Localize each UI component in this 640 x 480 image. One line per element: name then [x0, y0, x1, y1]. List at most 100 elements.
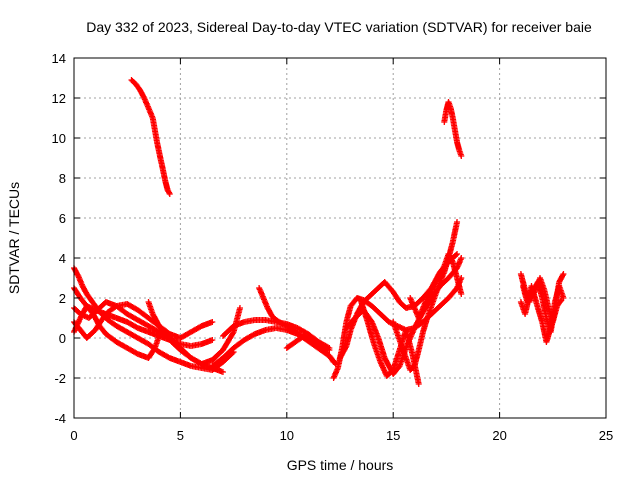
- data-point-segment: [420, 316, 430, 335]
- data-point-segment: [102, 331, 119, 345]
- grid: [74, 58, 606, 418]
- data-point: [454, 219, 461, 225]
- data-point-segment: [445, 286, 460, 301]
- data-point-segment: [79, 283, 90, 296]
- data-point-segment: [343, 328, 354, 349]
- data-point-segment: [403, 327, 415, 356]
- x-tick-label: 25: [599, 428, 613, 443]
- data-point-segment: [168, 339, 183, 352]
- data-point-segment: [368, 319, 381, 340]
- data-point: [458, 153, 465, 159]
- data-point-segment: [283, 339, 298, 351]
- data-point-segment: [326, 353, 338, 366]
- data-point-segment: [415, 330, 426, 353]
- y-tick-label: 8: [59, 171, 66, 186]
- data-point-segment: [300, 333, 315, 345]
- data-point: [560, 271, 567, 277]
- data-point-segment: [124, 301, 140, 313]
- data-point-segment: [83, 303, 96, 316]
- data-point: [166, 191, 173, 197]
- data-point-segment: [230, 337, 247, 351]
- data-point-segment: [209, 348, 225, 363]
- y-tick-label: -2: [54, 371, 66, 386]
- data-point-segment: [188, 323, 204, 335]
- data-point: [219, 369, 226, 375]
- data-point: [236, 305, 243, 311]
- x-tick-label: 5: [177, 428, 184, 443]
- data-point-segment: [449, 259, 460, 280]
- data-point-segment: [264, 305, 275, 318]
- data-point-segment: [539, 295, 550, 320]
- data-point-segment: [279, 321, 289, 329]
- data-point-segment: [105, 317, 119, 329]
- data-point-segment: [424, 288, 434, 301]
- series-s16: [407, 251, 465, 321]
- data-point-segment: [134, 317, 151, 329]
- data-point-segment: [377, 359, 390, 378]
- data-point-segment: [220, 350, 236, 365]
- data-point-segment: [381, 279, 396, 294]
- data-point-segment: [162, 331, 174, 344]
- data-point-segment: [220, 324, 236, 339]
- data-point-segment: [396, 299, 408, 310]
- series-s8: [220, 317, 333, 351]
- data-point-segment: [188, 355, 204, 367]
- data-point-segment: [113, 339, 129, 351]
- y-tick-label: 2: [59, 291, 66, 306]
- x-axis-label: GPS time / hours: [287, 457, 394, 473]
- data-point-segment: [343, 316, 357, 331]
- data-point-segment: [305, 331, 321, 345]
- data-point-segment: [98, 310, 111, 323]
- data-point: [458, 291, 465, 297]
- data-point-segment: [449, 220, 460, 245]
- data-point-segment: [390, 289, 402, 304]
- y-tick-label: 10: [52, 131, 66, 146]
- data-point-segment: [343, 304, 354, 325]
- x-tick-label: 10: [280, 428, 294, 443]
- data-point-segment: [534, 305, 545, 324]
- data-point: [558, 297, 565, 303]
- data-point-segment: [273, 317, 285, 327]
- series-s21: [520, 275, 565, 325]
- data-point-segment: [241, 331, 257, 343]
- data-point-segment: [317, 345, 332, 358]
- data-point-segment: [96, 323, 108, 336]
- data-point-segment: [358, 299, 371, 324]
- y-tick-label: 12: [52, 91, 66, 106]
- data-point-segment: [177, 329, 193, 341]
- series-s5: [71, 303, 163, 361]
- series-s10: [283, 333, 339, 367]
- x-tick-label: 0: [70, 428, 77, 443]
- series-s6: [145, 299, 226, 375]
- y-tick-label: 6: [59, 211, 66, 226]
- data-point-segment: [428, 280, 439, 293]
- data-point-segment: [220, 330, 236, 353]
- data-point-segment: [543, 326, 554, 345]
- data-point-segment: [411, 348, 422, 369]
- data-point-segment: [556, 272, 566, 285]
- data-marks: [71, 77, 567, 387]
- y-tick-label: 14: [52, 51, 66, 66]
- data-point-segment: [134, 307, 151, 321]
- data-point-segment: [156, 349, 172, 361]
- series-s18: [441, 99, 465, 159]
- data-point-segment: [105, 303, 119, 315]
- data-point-segment: [164, 187, 173, 196]
- y-tick-label: 0: [59, 331, 66, 346]
- data-point-segment: [145, 346, 158, 361]
- data-point: [209, 337, 216, 343]
- data-point-segment: [83, 328, 98, 341]
- data-point: [209, 319, 216, 325]
- data-point-segment: [364, 319, 377, 346]
- data-point-segment: [132, 81, 143, 92]
- data-point-segment: [368, 303, 383, 316]
- y-axis-label: SDTVAR / TECUs: [6, 182, 22, 294]
- data-point-segment: [88, 297, 98, 308]
- data-point-segment: [134, 335, 151, 347]
- data-point-segment: [137, 87, 147, 100]
- data-point-segment: [432, 272, 443, 285]
- y-tick-label: -4: [54, 411, 66, 426]
- data-point-segment: [177, 347, 193, 361]
